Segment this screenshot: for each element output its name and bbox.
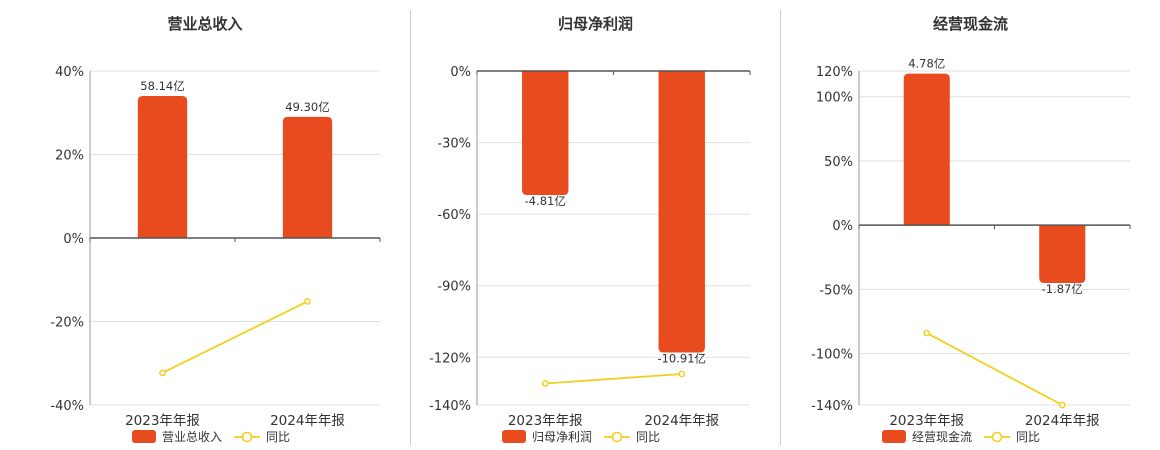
chart-title: 经营现金流 (932, 15, 1008, 33)
yoy-line (926, 332, 1063, 406)
yoy-line (545, 373, 682, 385)
y-tick-label: -120% (429, 351, 471, 366)
y-tick-label: 50% (824, 155, 853, 170)
legend-bar-label: 经营现金流 (912, 430, 973, 444)
legend-line-swatch (604, 431, 631, 442)
chart-panel-operating-cash-flow: 经营现金流 120% 100% 50% 0% -50% -100% -140% 4.78亿 -1… (781, 0, 1160, 450)
y-tick-label: 40% (55, 65, 84, 80)
y-tick-label: 100% (816, 91, 853, 106)
legend-line-label: 同比 (1016, 430, 1041, 444)
chart-panel-revenue: 营业总收入 40% 20% 0% -20% -40% 58.14亿 49.30亿 2023年年… (0, 0, 410, 450)
y-tick-label: -140% (429, 399, 471, 414)
legend-bar-swatch (882, 430, 906, 443)
yoy-point (159, 369, 166, 377)
legend-line-label: 同比 (636, 430, 661, 444)
bar-data-label: -4.81亿 (525, 194, 566, 208)
legend-bar-swatch (502, 430, 526, 443)
y-tick-label: 120% (816, 65, 853, 80)
y-tick-label: -90% (437, 280, 471, 295)
bar-data-label: 58.14亿 (140, 79, 184, 93)
yoy-point (1058, 401, 1066, 409)
chart-panel-net-profit: 归母净利润 0% -30% -60% -90% -120% -140% -4.81亿 -10.… (411, 0, 780, 450)
chart-title: 归母净利润 (557, 15, 633, 33)
x-tick-label: 2024年年报 (1025, 413, 1100, 429)
legend-line-marker (241, 431, 253, 442)
legend-line-label: 同比 (266, 430, 291, 444)
y-tick-label: -30% (437, 137, 471, 152)
legend-bar-label: 归母净利润 (532, 430, 593, 444)
yoy-point (923, 329, 931, 337)
bar (1039, 225, 1086, 283)
legend-bar-swatch (132, 430, 156, 443)
y-tick-label: -50% (819, 283, 853, 298)
legend-line-marker (991, 431, 1003, 442)
chart-svg: 120% 100% 50% 0% -50% -100% -140% 4.78亿 -1.87亿 20… (811, 57, 1131, 429)
bar-data-label: 4.78亿 (908, 57, 945, 71)
y-tick-label: -20% (50, 316, 84, 331)
legend-line-swatch (234, 431, 261, 442)
yoy-point (541, 380, 549, 387)
yoy-point (304, 298, 311, 305)
bar (903, 73, 950, 226)
x-tick-label: 2024年年报 (644, 413, 719, 429)
y-tick-label: -40% (50, 399, 84, 414)
y-tick-label: 0% (832, 219, 853, 234)
x-tick-label: 2023年年报 (508, 413, 583, 429)
bar (137, 96, 188, 238)
y-tick-label: 0% (450, 65, 471, 80)
y-tick-label: 0% (63, 232, 84, 247)
legend-line-swatch (984, 431, 1011, 442)
chart-title: 营业总收入 (167, 15, 243, 33)
x-tick-label: 2023年年报 (125, 413, 200, 429)
x-tick-label: 2023年年报 (889, 413, 964, 429)
bar (522, 71, 569, 196)
legend-line-marker (611, 431, 623, 442)
legend-bar-label: 营业总收入 (162, 430, 223, 444)
bar-data-label: -10.91亿 (657, 352, 706, 366)
yoy-point (678, 370, 686, 378)
panel-divider (780, 10, 781, 445)
y-tick-label: -100% (811, 348, 853, 363)
bar (282, 116, 333, 238)
y-tick-label: -60% (437, 208, 471, 223)
legend: 归母净利润 同比 (502, 428, 660, 445)
chart-svg: 40% 20% 0% -20% -40% 58.14亿 49.30亿 2023年年报 2024年… (50, 65, 381, 429)
x-tick-label: 2024年年报 (270, 413, 345, 429)
bar-data-label: 49.30亿 (285, 100, 329, 114)
legend: 营业总收入 同比 (132, 428, 290, 445)
bar (658, 71, 705, 353)
panel-divider (410, 10, 411, 445)
chart-svg: 0% -30% -60% -90% -120% -140% -4.81亿 -10.91亿 202… (429, 65, 751, 429)
y-tick-label: 20% (55, 149, 84, 164)
y-tick-label: -140% (811, 399, 853, 414)
bar-data-label: -1.87亿 (1042, 282, 1083, 296)
legend: 经营现金流 同比 (882, 428, 1040, 445)
yoy-line (162, 300, 308, 374)
